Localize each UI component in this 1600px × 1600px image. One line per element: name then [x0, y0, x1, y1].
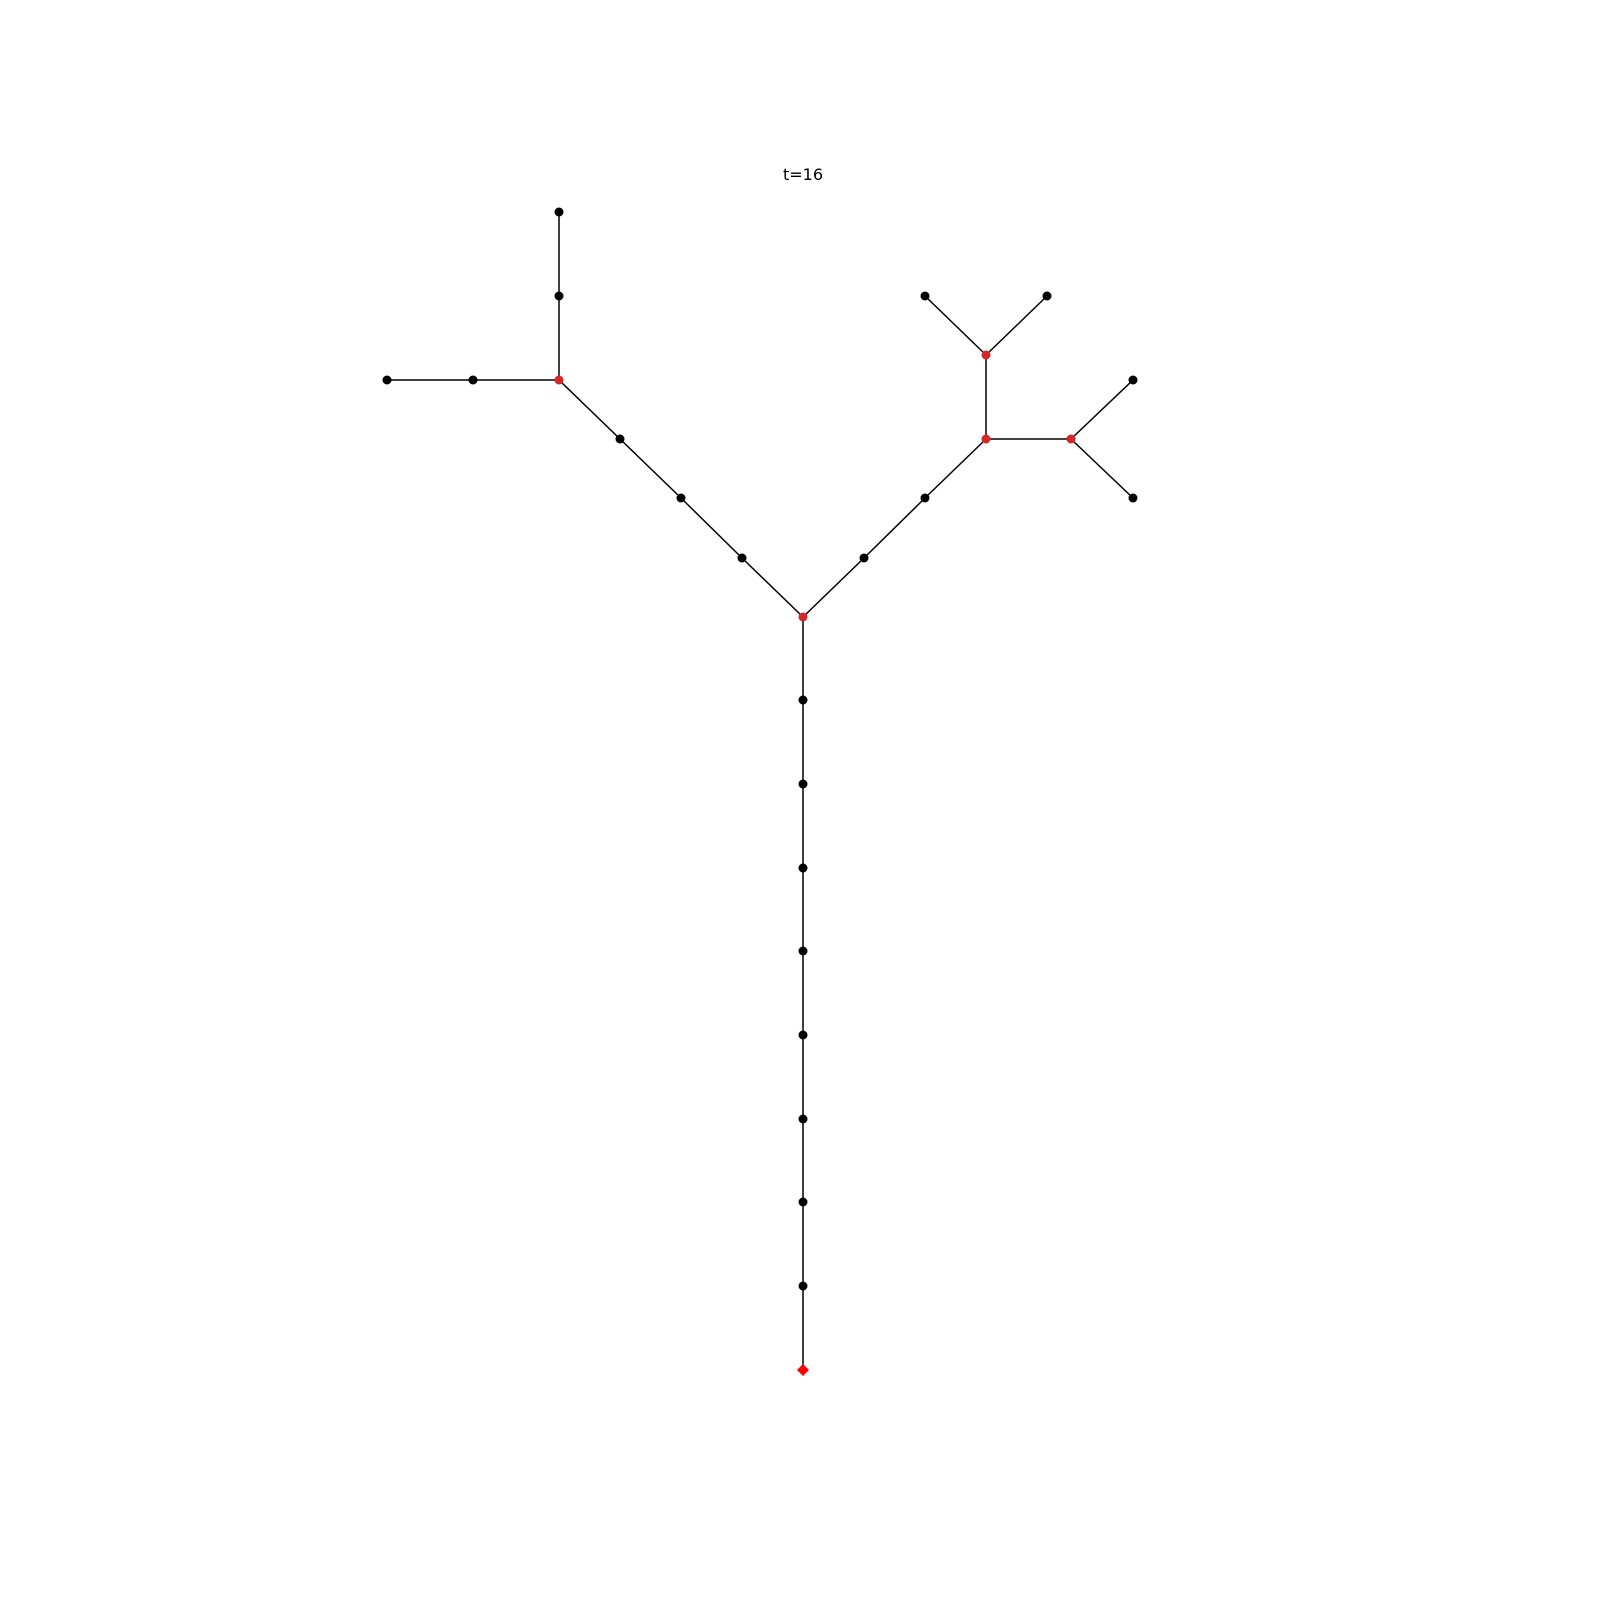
node-n7	[798, 779, 808, 789]
edge-n21-n23	[985, 295, 1048, 356]
node-n6	[798, 863, 808, 873]
edge-n11-n12	[619, 438, 682, 499]
node-n14	[468, 375, 478, 385]
node-n26	[1128, 493, 1138, 503]
edge-n19-n20	[924, 438, 987, 499]
root-node	[797, 1364, 809, 1376]
node-n11	[676, 493, 686, 503]
node-n1	[798, 1281, 808, 1291]
branch-node-n24	[1066, 434, 1076, 444]
edge-n21-n22	[924, 295, 987, 356]
branch-node-n9	[798, 612, 808, 622]
node-n5	[798, 946, 808, 956]
node-n10	[737, 553, 747, 563]
branch-node-n13	[554, 375, 564, 385]
edge-n12-n13	[558, 379, 621, 440]
node-n23	[1042, 291, 1052, 301]
node-n8	[798, 695, 808, 705]
edge-n9-n18	[802, 557, 865, 618]
node-n17	[554, 207, 564, 217]
edge-n18-n19	[863, 497, 926, 559]
node-n2	[798, 1197, 808, 1207]
node-n16	[554, 291, 564, 301]
diagram-title: t=16	[783, 165, 823, 184]
node-n12	[615, 434, 625, 444]
branch-node-n20	[981, 434, 991, 444]
nodes-group	[382, 207, 1138, 1376]
edge-n9-n10	[741, 557, 804, 618]
node-n15	[382, 375, 392, 385]
edge-n10-n11	[680, 497, 743, 559]
node-n18	[859, 553, 869, 563]
node-n22	[920, 291, 930, 301]
edge-n24-n26	[1070, 438, 1134, 499]
node-n19	[920, 493, 930, 503]
branch-node-n21	[981, 350, 991, 360]
edges-group	[387, 212, 1134, 1370]
node-n3	[798, 1114, 808, 1124]
node-n4	[798, 1030, 808, 1040]
edge-n24-n25	[1070, 379, 1134, 440]
node-n25	[1128, 375, 1138, 385]
